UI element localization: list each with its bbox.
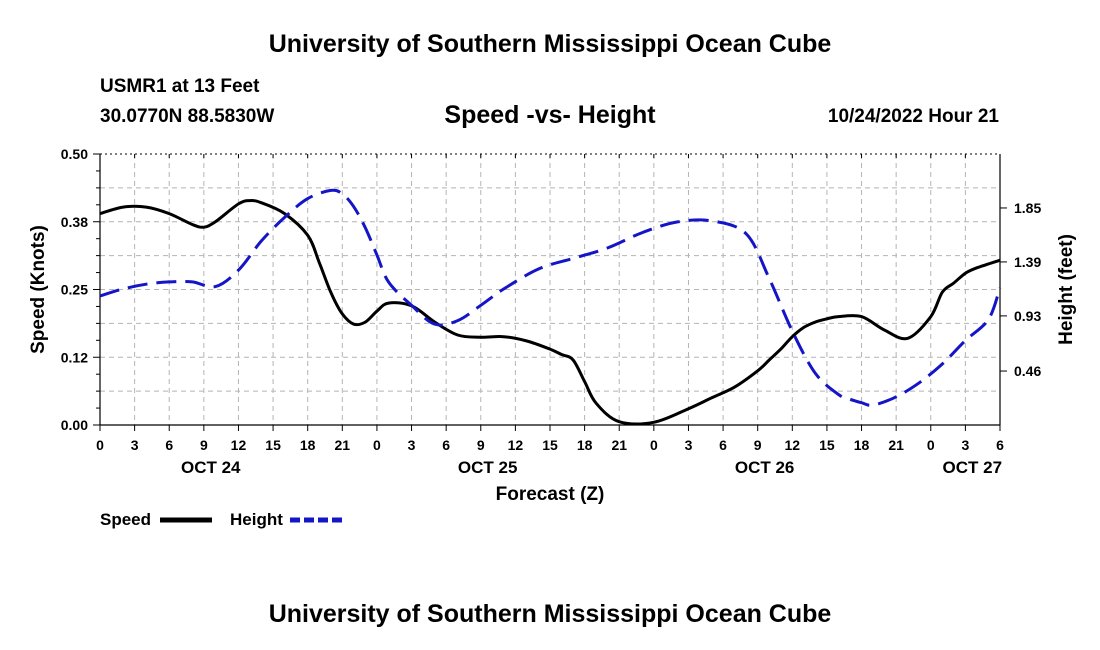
x-tick-label: 15 [265, 437, 281, 453]
x-tick-label: 18 [300, 437, 316, 453]
x-date-label: OCT 27 [943, 458, 1003, 477]
x-tick-label: 3 [685, 437, 693, 453]
left-tick-label: 0.38 [61, 214, 88, 230]
right-tick-label: 1.39 [1014, 254, 1041, 270]
x-tick-label: 6 [165, 437, 173, 453]
x-tick-label: 12 [231, 437, 247, 453]
series-line-speed [99, 199, 1001, 426]
station-coordinates: 30.0770N 88.5830W [100, 106, 275, 127]
x-date-label: OCT 24 [181, 458, 241, 477]
x-tick-label: 9 [477, 437, 485, 453]
x-tick-label: 0 [373, 437, 381, 453]
x-tick-label: 15 [819, 437, 835, 453]
x-tick-label: 6 [442, 437, 450, 453]
right-axis-title: Height (feet) [1056, 234, 1077, 345]
x-tick-label: 0 [96, 437, 104, 453]
x-tick-label: 0 [927, 437, 935, 453]
x-date-label: OCT 26 [735, 458, 795, 477]
x-tick-label: 3 [131, 437, 139, 453]
tick-labels: 0 3 6 9 12 15 18 21 0 3 6 9 12 15 18 21 0 3 6 9 12 15 18 21 0 3 6O… [28, 146, 1077, 505]
x-date-label: OCT 25 [458, 458, 518, 477]
left-tick-label: 0.50 [61, 146, 88, 162]
x-tick-label: 9 [200, 437, 208, 453]
series-line-height [99, 188, 1002, 407]
x-tick-label: 0 [650, 437, 658, 453]
x-axis-title: Forecast (Z) [496, 484, 605, 505]
right-tick-label: 1.85 [1014, 200, 1041, 216]
page-title: University of Southern Mississippi Ocean… [268, 30, 832, 58]
x-tick-label: 12 [785, 437, 801, 453]
right-tick-label: 0.46 [1014, 363, 1041, 379]
x-tick-label: 21 [611, 437, 627, 453]
x-tick-label: 9 [754, 437, 762, 453]
x-tick-label: 3 [961, 437, 969, 453]
legend-label-speed: Speed [100, 510, 151, 529]
right-tick-label: 0.93 [1014, 308, 1041, 324]
grid [100, 154, 1000, 425]
axes [93, 153, 1007, 431]
chart-datetime: 10/24/2022 Hour 21 [827, 106, 999, 127]
legend: Speed Height [100, 510, 342, 529]
series [99, 188, 1002, 426]
station-label: USMR1 at 13 Feet [100, 76, 260, 97]
x-tick-label: 6 [719, 437, 727, 453]
chart-title: Speed -vs- Height [444, 101, 656, 129]
left-axis-title: Speed (Knots) [28, 225, 49, 354]
x-tick-label: 12 [508, 437, 524, 453]
x-tick-label: 18 [577, 437, 593, 453]
x-tick-label: 18 [854, 437, 870, 453]
x-tick-label: 21 [335, 437, 351, 453]
x-tick-label: 21 [888, 437, 904, 453]
footer-title: University of Southern Mississippi Ocean… [268, 600, 832, 628]
x-tick-label: 15 [542, 437, 558, 453]
left-tick-label: 0.12 [61, 349, 88, 365]
legend-label-height: Height [230, 510, 283, 529]
x-tick-label: 3 [408, 437, 416, 453]
left-tick-label: 0.25 [61, 282, 88, 298]
x-tick-label: 6 [996, 437, 1004, 453]
left-tick-label: 0.00 [61, 417, 88, 433]
